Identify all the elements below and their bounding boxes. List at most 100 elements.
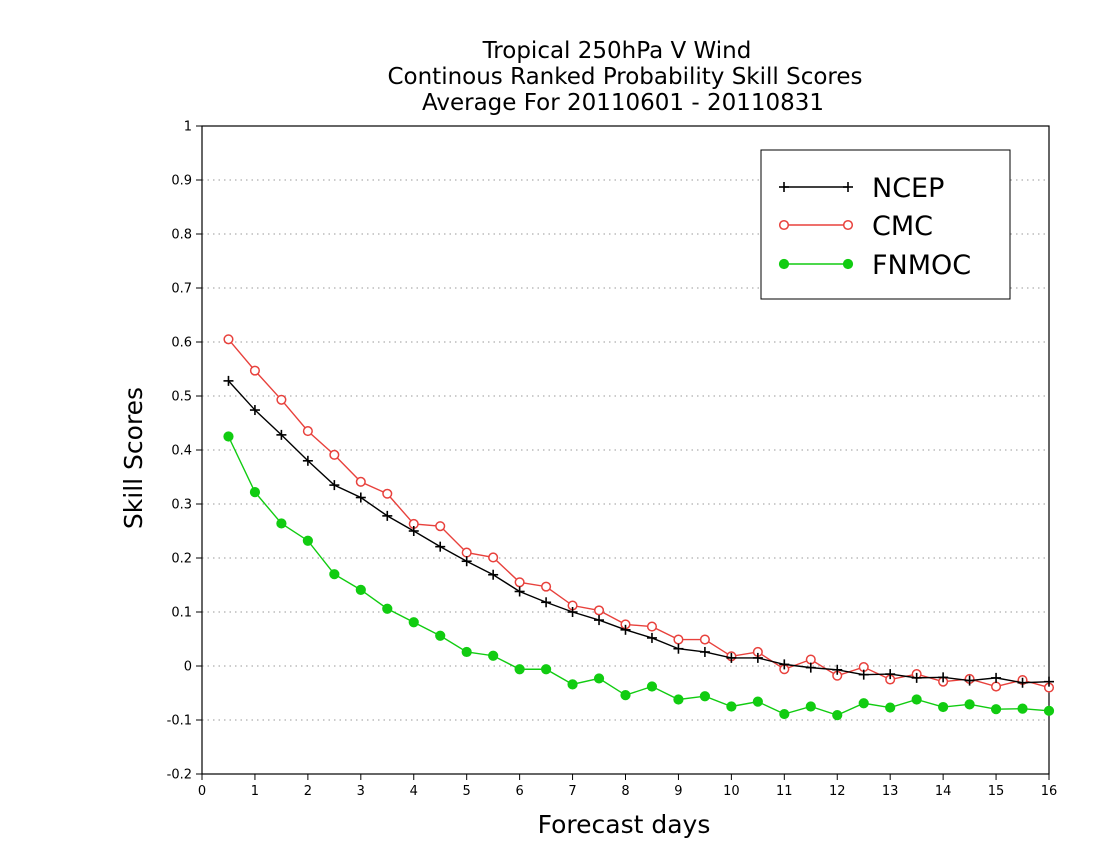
series-cmc <box>223 334 1055 693</box>
series-ncep <box>223 375 1054 688</box>
x-tick-label: 0 <box>198 784 206 799</box>
data-point-cmc <box>699 634 710 645</box>
x-tick-label: 3 <box>357 784 365 799</box>
data-point-cmc <box>329 449 340 460</box>
x-tick-label: 8 <box>621 784 629 799</box>
chart-title: Tropical 250hPa V Wind Continous Ranked … <box>387 38 862 116</box>
y-tick-label: 0.5 <box>171 390 192 405</box>
data-point-fnmoc <box>885 702 896 713</box>
y-axis-ticks: -0.2 -0.1 0 0.1 0.2 0.3 0.4 0.5 0.6 0.7 0.8 0.9 1 <box>167 120 202 783</box>
data-point-fnmoc <box>752 696 763 707</box>
data-point-ncep <box>514 586 525 597</box>
data-point-cmc <box>488 552 499 563</box>
data-point-fnmoc <box>355 584 366 595</box>
legend-marker-fnmoc <box>778 258 790 270</box>
legend-marker-cmc <box>778 219 790 231</box>
data-point-fnmoc <box>276 518 287 529</box>
y-tick-label: 0.7 <box>171 282 192 297</box>
legend-marker-ncep <box>843 182 853 192</box>
data-point-ncep <box>752 652 763 663</box>
data-point-fnmoc <box>964 699 975 710</box>
x-tick-label: 12 <box>829 784 846 799</box>
data-point-cmc <box>249 365 260 376</box>
data-point-ncep <box>488 569 499 580</box>
data-point-ncep <box>991 672 1002 683</box>
data-point-ncep <box>223 375 234 386</box>
data-point-fnmoc <box>858 698 869 709</box>
data-point-ncep <box>435 541 446 552</box>
series-layer <box>223 334 1055 721</box>
x-tick-label: 13 <box>882 784 899 799</box>
data-point-cmc <box>355 476 366 487</box>
data-point-fnmoc <box>223 431 234 442</box>
data-point-ncep <box>567 607 578 617</box>
data-point-fnmoc <box>805 701 816 712</box>
x-tick-label: 14 <box>935 784 952 799</box>
data-point-ncep <box>408 526 419 536</box>
data-point-ncep <box>620 624 631 635</box>
legend-item-fnmoc: FNMOC <box>778 250 971 281</box>
data-point-fnmoc <box>646 681 658 692</box>
data-point-ncep <box>938 672 949 683</box>
data-point-cmc <box>673 634 684 645</box>
data-point-ncep <box>355 492 366 503</box>
data-point-ncep <box>541 597 552 608</box>
data-point-cmc <box>514 577 525 588</box>
data-point-cmc <box>991 681 1002 692</box>
data-point-ncep <box>329 480 340 491</box>
legend-marker-fnmoc <box>842 258 854 270</box>
x-tick-label: 11 <box>776 784 793 799</box>
y-axis-title: Skill Scores <box>119 387 148 529</box>
data-point-ncep <box>1044 676 1054 687</box>
data-point-fnmoc <box>1043 705 1055 716</box>
data-point-cmc <box>276 394 287 405</box>
series-fnmoc <box>223 431 1055 721</box>
x-tick-label: 2 <box>304 784 312 799</box>
data-point-cmc <box>541 581 552 592</box>
legend-label-ncep: NCEP <box>872 173 944 204</box>
data-point-ncep <box>673 643 684 654</box>
legend-item-cmc: CMC <box>778 211 933 242</box>
y-tick-label: 0 <box>184 660 192 675</box>
x-tick-label: 5 <box>463 784 471 799</box>
x-tick-label: 9 <box>674 784 682 799</box>
data-point-ncep <box>779 659 790 670</box>
data-point-fnmoc <box>911 694 922 705</box>
legend-label-cmc: CMC <box>872 211 933 242</box>
x-tick-label: 15 <box>988 784 1005 799</box>
legend-marker-ncep <box>779 182 789 192</box>
data-point-cmc <box>805 654 816 665</box>
data-point-fnmoc <box>699 691 711 702</box>
y-tick-label: 0.8 <box>171 228 192 243</box>
data-point-fnmoc <box>832 710 843 721</box>
data-point-ncep <box>461 556 472 567</box>
data-point-fnmoc <box>408 617 419 628</box>
data-point-fnmoc <box>382 603 393 614</box>
legend-item-ncep: NCEP <box>779 173 944 204</box>
x-axis-ticks: 0 1 2 3 4 5 6 7 8 9 10 11 12 13 14 15 16 <box>198 774 1057 799</box>
data-point-fnmoc <box>726 701 737 712</box>
data-point-cmc <box>593 605 605 616</box>
chart-title-line-3: Average For 20110601 - 20110831 <box>422 90 824 116</box>
y-tick-label: 0.2 <box>171 552 192 567</box>
series-line-cmc <box>227 338 1050 689</box>
data-point-cmc <box>646 621 658 632</box>
x-tick-label: 10 <box>723 784 740 799</box>
plot-frame <box>201 125 1050 775</box>
y-tick-label: 0.9 <box>171 174 192 189</box>
data-point-fnmoc <box>329 569 340 580</box>
data-point-fnmoc <box>249 487 261 498</box>
grid-lines <box>202 179 1049 721</box>
data-point-fnmoc <box>620 690 631 701</box>
y-tick-label: -0.2 <box>167 768 192 783</box>
chart-title-line-2: Continous Ranked Probability Skill Score… <box>387 64 862 90</box>
y-tick-label: 0.1 <box>171 606 192 621</box>
legend-marker-cmc <box>842 219 854 231</box>
x-tick-label: 4 <box>410 784 418 799</box>
data-point-ncep <box>249 405 260 416</box>
chart-title-line-1: Tropical 250hPa V Wind <box>482 38 752 64</box>
data-point-cmc <box>223 334 234 345</box>
data-point-fnmoc <box>990 704 1002 715</box>
data-point-cmc <box>382 488 393 499</box>
data-point-ncep <box>646 632 657 643</box>
